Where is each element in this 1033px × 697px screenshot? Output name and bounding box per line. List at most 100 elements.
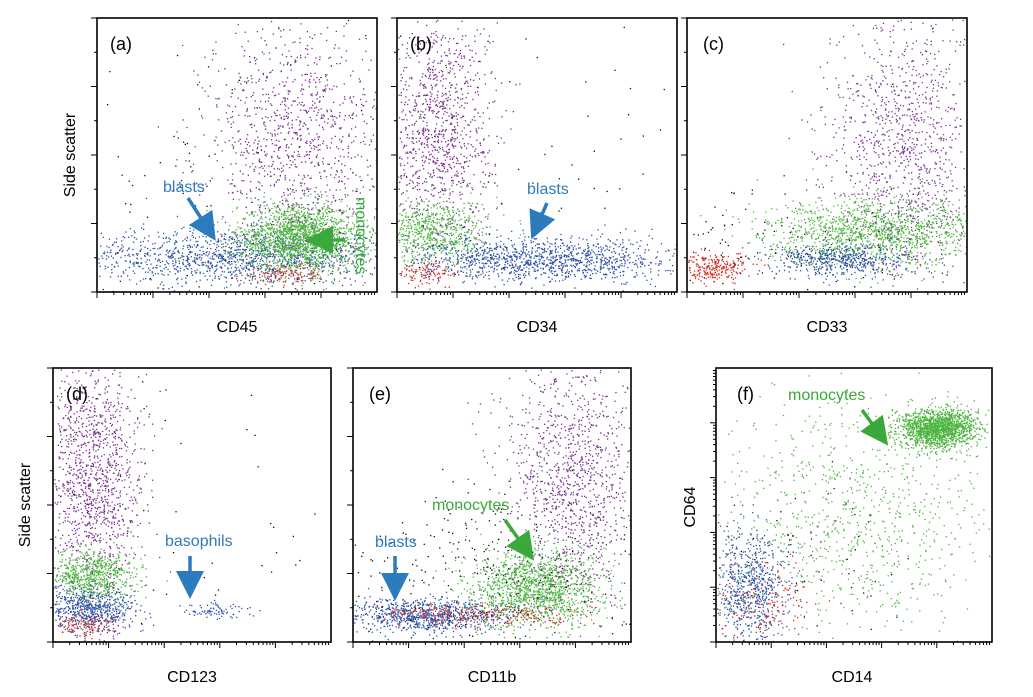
event-dot [302, 279, 304, 282]
event-dot [358, 221, 360, 223]
event-dot [251, 234, 253, 237]
event-dot [415, 95, 418, 98]
event-dot [320, 196, 323, 198]
event-dot [409, 110, 411, 112]
event-dot [370, 59, 372, 61]
event-dot [304, 217, 306, 219]
event-dot [344, 98, 346, 100]
event-dot [419, 79, 421, 82]
event-dot [210, 205, 212, 207]
panel-a-blasts-label: blasts [163, 179, 205, 196]
event-dot [461, 67, 463, 69]
event-dot [326, 241, 328, 244]
event-dot [251, 247, 253, 249]
event-dot [421, 199, 423, 201]
event-dot [304, 235, 306, 237]
event-dot [422, 128, 424, 130]
event-dot [306, 188, 308, 190]
event-dot [442, 135, 444, 138]
event-dot [403, 70, 405, 72]
event-dot [260, 149, 263, 152]
event-dot [451, 180, 453, 182]
event-dot [267, 288, 270, 290]
event-dot [309, 141, 311, 143]
event-dot [272, 260, 274, 262]
event-dot [273, 262, 275, 264]
event-dot [338, 254, 340, 256]
event-dot [268, 165, 270, 167]
event-dot [321, 226, 323, 228]
event-dot [212, 257, 214, 259]
event-dot [478, 154, 480, 157]
event-dot [284, 177, 286, 179]
event-dot [275, 47, 277, 49]
event-dot [226, 286, 228, 288]
event-dot [265, 80, 267, 82]
event-dot [433, 135, 436, 137]
event-dot [373, 99, 375, 101]
event-dot [248, 279, 250, 282]
event-dot [443, 150, 445, 152]
event-dot [351, 253, 353, 255]
event-dot [437, 133, 440, 135]
event-dot [314, 191, 316, 193]
event-dot [217, 238, 219, 240]
event-dot [354, 243, 356, 245]
event-dot [364, 249, 366, 251]
event-dot [181, 285, 183, 287]
event-dot [362, 140, 365, 143]
event-dot [215, 53, 217, 55]
event-dot [401, 158, 403, 160]
event-dot [175, 268, 177, 271]
event-dot [342, 237, 344, 239]
event-dot [429, 49, 431, 51]
event-dot [275, 218, 277, 221]
event-dot [411, 180, 414, 182]
event-dot [315, 186, 317, 189]
event-dot [309, 213, 311, 215]
event-dot [329, 207, 331, 209]
event-dot [257, 257, 259, 260]
event-dot [326, 212, 328, 214]
event-dot [448, 198, 450, 200]
event-dot [354, 254, 356, 256]
event-dot [425, 178, 427, 180]
event-dot [313, 62, 316, 64]
event-dot [194, 259, 196, 261]
event-dot [128, 253, 130, 255]
event-dot [216, 268, 218, 270]
event-dot [257, 146, 259, 148]
event-dot [294, 259, 296, 261]
event-dot [355, 272, 357, 275]
event-dot [133, 263, 135, 265]
event-dot [235, 236, 237, 238]
event-dot [196, 255, 198, 257]
event-dot [213, 254, 215, 256]
event-dot [285, 266, 287, 268]
event-dot [318, 262, 320, 264]
event-dot [158, 258, 160, 260]
event-dot [120, 275, 122, 277]
event-dot [254, 107, 256, 109]
event-dot [357, 154, 359, 156]
event-dot [416, 131, 418, 133]
event-dot [234, 233, 236, 235]
event-dot [412, 137, 414, 139]
event-dot [429, 154, 431, 156]
event-dot [262, 167, 264, 169]
event-dot [296, 104, 299, 106]
event-dot [280, 116, 282, 119]
event-dot [415, 120, 417, 122]
event-dot [359, 206, 361, 208]
event-dot [175, 165, 177, 167]
event-dot [459, 163, 462, 165]
event-dot [297, 247, 300, 249]
event-dot [189, 252, 191, 254]
event-dot [439, 224, 441, 227]
event-dot [299, 241, 301, 243]
event-dot [293, 241, 295, 243]
event-dot [282, 281, 285, 283]
event-dot [331, 244, 333, 246]
event-dot [273, 249, 275, 251]
event-dot [217, 98, 219, 100]
